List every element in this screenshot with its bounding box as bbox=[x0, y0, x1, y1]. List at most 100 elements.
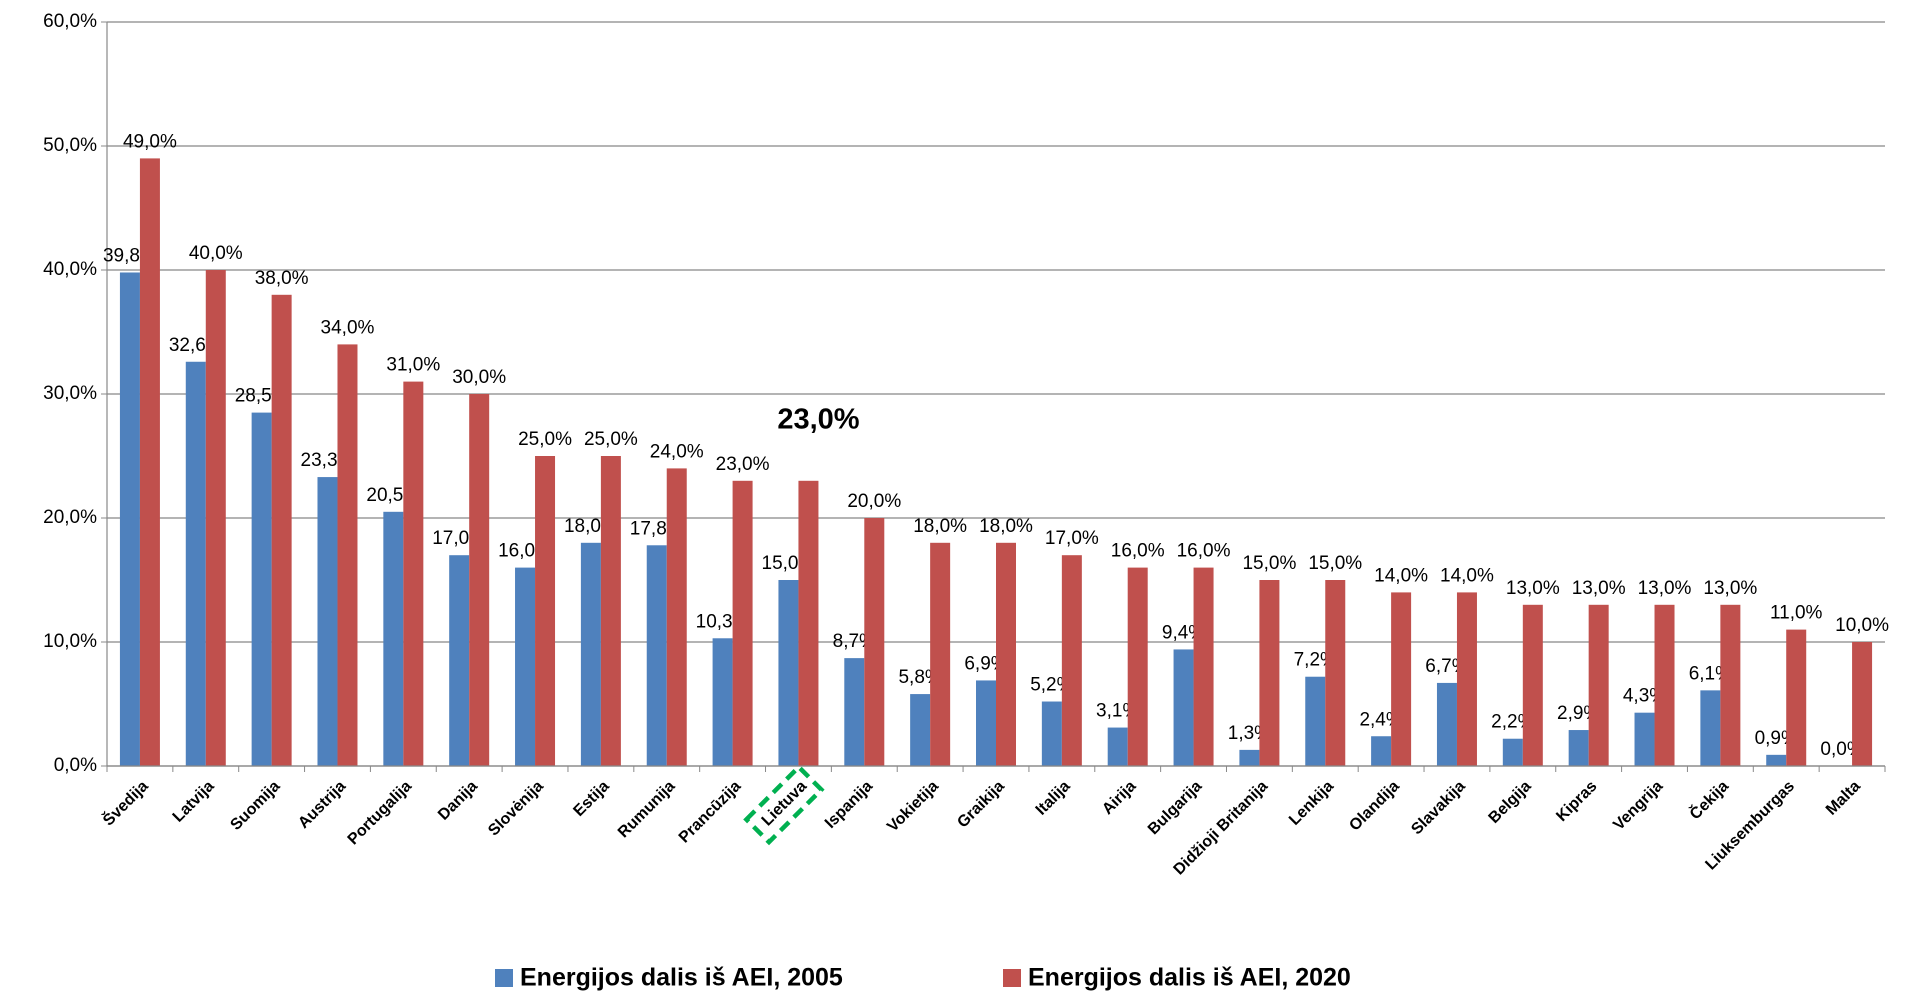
data-label: 20,0% bbox=[847, 491, 901, 512]
bar bbox=[1107, 727, 1128, 766]
data-label: 23,0% bbox=[777, 403, 859, 435]
x-tick-group: Kipras bbox=[1553, 778, 1600, 825]
x-tick-group: Prancūzija bbox=[676, 778, 745, 847]
x-tick-group: Lenkija bbox=[1286, 778, 1337, 829]
bar bbox=[910, 694, 931, 766]
x-tick-group: Rumunija bbox=[615, 778, 679, 842]
data-label: 14,0% bbox=[1440, 565, 1494, 586]
x-tick-label: Vengrija bbox=[1610, 778, 1666, 834]
bar bbox=[930, 542, 951, 766]
y-tick-label: 0,0% bbox=[54, 755, 97, 776]
x-tick-label: Lietuva bbox=[759, 778, 811, 830]
data-label: 25,0% bbox=[584, 429, 638, 450]
x-tick-label: Kipras bbox=[1553, 778, 1600, 825]
legend-label: Energijos dalis iš AEI, 2020 bbox=[1028, 964, 1351, 992]
x-tick-label: Suomija bbox=[227, 778, 283, 834]
data-label: 15,0% bbox=[1242, 553, 1296, 574]
bar bbox=[1305, 676, 1326, 766]
bar bbox=[337, 344, 358, 766]
bar bbox=[1654, 604, 1675, 766]
bar bbox=[1173, 649, 1194, 766]
bar bbox=[383, 511, 404, 766]
bar bbox=[449, 555, 470, 766]
bar bbox=[1193, 567, 1214, 766]
x-tick-group: Čekija bbox=[1685, 776, 1732, 823]
x-tick-group: Danija bbox=[435, 778, 481, 824]
data-label: 23,0% bbox=[716, 454, 770, 475]
x-tick-label: Lenkija bbox=[1286, 778, 1337, 829]
bar bbox=[1061, 555, 1082, 766]
bar bbox=[1588, 604, 1609, 766]
x-tick-group: Slavakija bbox=[1408, 778, 1469, 839]
x-tick-label: Slovėnija bbox=[485, 778, 547, 840]
bar bbox=[778, 580, 799, 766]
x-tick-group: Ispanija bbox=[822, 778, 876, 832]
highlight-box bbox=[743, 763, 825, 846]
data-label: 34,0% bbox=[321, 317, 375, 338]
y-tick-label: 30,0% bbox=[43, 383, 97, 404]
x-tick-group: Švedija bbox=[99, 776, 152, 829]
data-label: 13,0% bbox=[1703, 578, 1757, 599]
x-tick-group: Lietuva bbox=[743, 763, 825, 846]
bar bbox=[1522, 604, 1543, 766]
bar bbox=[1325, 580, 1346, 766]
bar bbox=[580, 542, 601, 766]
bar bbox=[1391, 592, 1412, 766]
bar bbox=[1720, 604, 1741, 766]
x-tick-label: Bulgarija bbox=[1145, 778, 1206, 839]
bar bbox=[1041, 701, 1062, 766]
y-tick-label: 20,0% bbox=[43, 507, 97, 528]
bar bbox=[1239, 749, 1260, 766]
x-tick-label: Airija bbox=[1099, 778, 1139, 818]
x-tick-group: Portugalija bbox=[345, 778, 416, 849]
x-tick-group: Suomija bbox=[227, 778, 283, 834]
x-tick-label: Ispanija bbox=[822, 778, 876, 832]
data-label: 31,0% bbox=[386, 355, 440, 376]
bar bbox=[535, 456, 556, 766]
x-tick-label: Slavakija bbox=[1408, 778, 1469, 839]
x-tick-label: Olandija bbox=[1346, 778, 1403, 835]
bar bbox=[139, 158, 160, 766]
x-tick-label: Estija bbox=[570, 778, 612, 820]
bar bbox=[666, 468, 687, 766]
bar bbox=[1852, 642, 1873, 766]
x-tick-label: Prancūzija bbox=[676, 778, 745, 847]
bar bbox=[864, 518, 885, 766]
data-label: 38,0% bbox=[255, 268, 309, 289]
bar bbox=[205, 270, 226, 766]
x-tick-group: Airija bbox=[1099, 778, 1139, 818]
bar bbox=[712, 638, 733, 766]
bar bbox=[1259, 580, 1280, 766]
x-tick-label: Graikija bbox=[954, 778, 1008, 832]
x-tick-label: Čekija bbox=[1685, 776, 1732, 823]
x-tick-label: Vokietija bbox=[884, 778, 942, 836]
x-tick-group: Vengrija bbox=[1610, 778, 1666, 834]
x-tick-label: Malta bbox=[1823, 778, 1864, 819]
data-label: 18,0% bbox=[913, 516, 967, 537]
data-label: 10,0% bbox=[1835, 615, 1889, 636]
bar bbox=[844, 658, 865, 766]
bar bbox=[1786, 629, 1807, 766]
data-label: 18,0% bbox=[979, 516, 1033, 537]
bar bbox=[1700, 690, 1721, 766]
bar bbox=[1766, 754, 1787, 766]
x-tick-label: Belgija bbox=[1486, 778, 1535, 827]
x-tick-group: Austrija bbox=[295, 778, 349, 832]
x-tick-label: Italija bbox=[1033, 778, 1074, 819]
data-label: 11,0% bbox=[1770, 603, 1823, 624]
bar bbox=[1456, 592, 1477, 766]
data-label: 25,0% bbox=[518, 429, 572, 450]
bar bbox=[403, 381, 424, 766]
x-tick-label: Portugalija bbox=[345, 778, 416, 849]
x-tick-label: Danija bbox=[435, 778, 481, 824]
data-label: 16,0% bbox=[1111, 541, 1165, 562]
x-tick-label: Austrija bbox=[295, 778, 349, 832]
y-tick-label: 40,0% bbox=[43, 259, 97, 280]
x-tick-group: Graikija bbox=[954, 778, 1008, 832]
x-tick-group: Bulgarija bbox=[1145, 778, 1206, 839]
x-tick-group: Belgija bbox=[1486, 778, 1535, 827]
data-label: 14,0% bbox=[1374, 565, 1428, 586]
bar bbox=[469, 394, 490, 766]
x-tick-group: Slovėnija bbox=[485, 778, 547, 840]
